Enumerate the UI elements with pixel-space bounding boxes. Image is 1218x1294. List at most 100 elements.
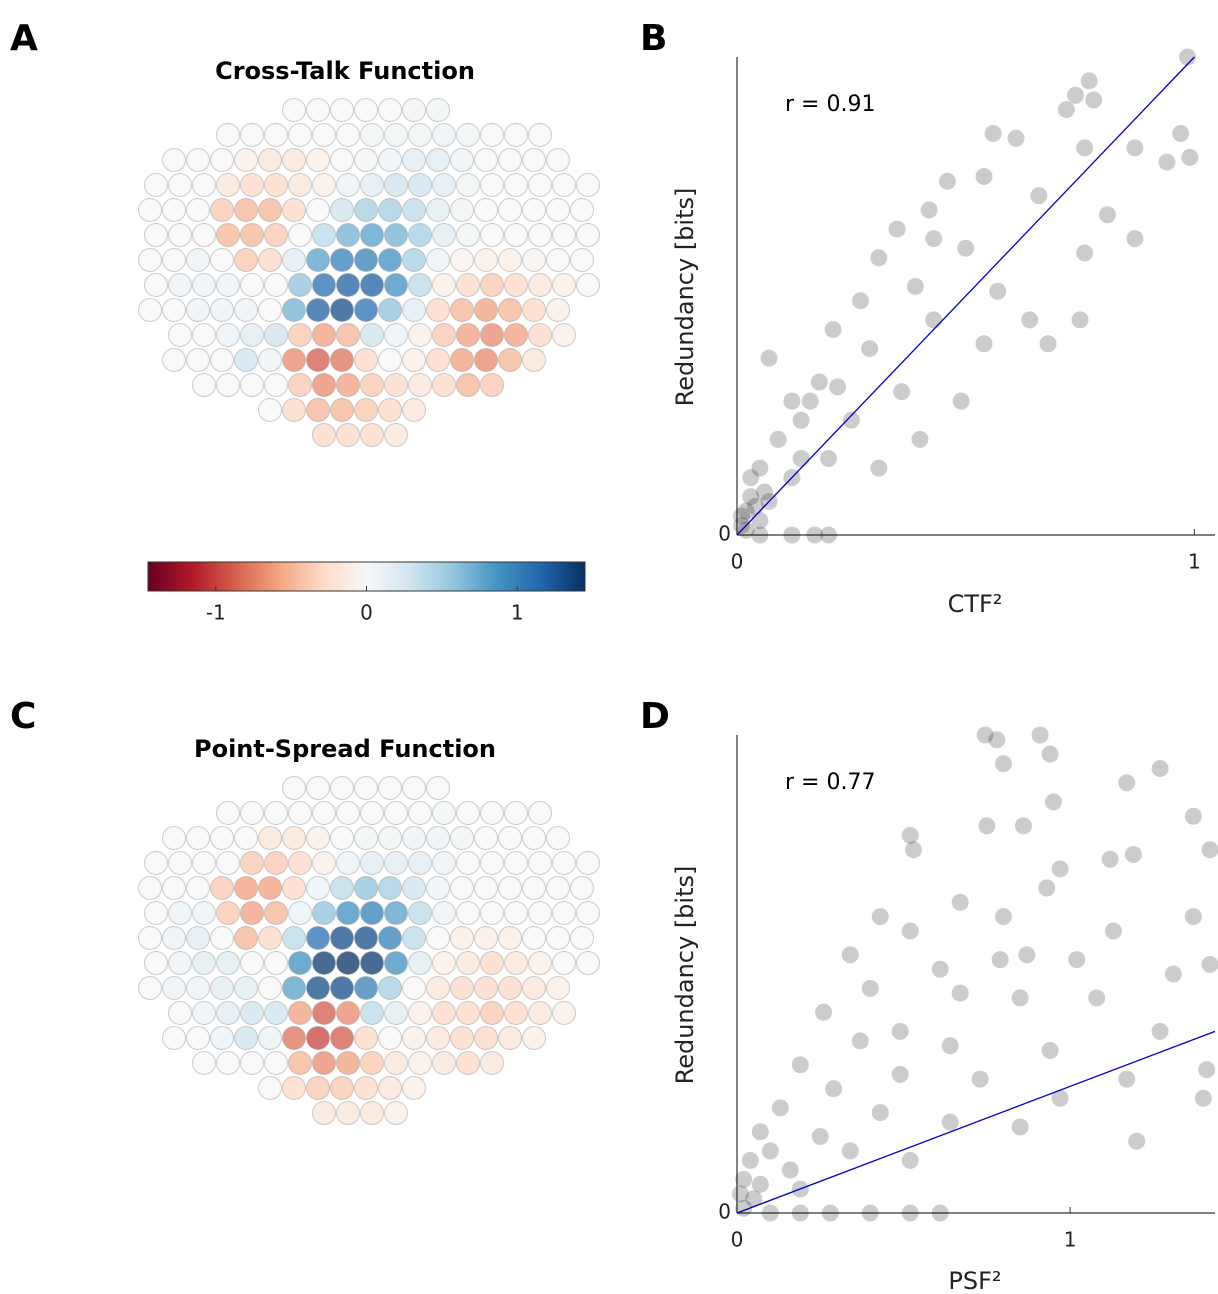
brain-source — [408, 801, 432, 825]
brain-source — [288, 851, 312, 875]
brain-source — [354, 398, 378, 422]
scatter-point — [806, 526, 824, 544]
brain-source — [210, 1026, 234, 1050]
brain-source — [456, 323, 480, 347]
brain-source — [450, 198, 474, 222]
brain-source — [216, 1051, 240, 1075]
brain-source — [288, 123, 312, 147]
brain-source — [306, 398, 330, 422]
brain-source — [186, 198, 210, 222]
brain-source — [528, 1001, 552, 1025]
brain-source — [378, 776, 402, 800]
brain-source — [432, 851, 456, 875]
brain-source — [258, 248, 282, 272]
brain-source — [450, 348, 474, 372]
scatter-point — [1124, 846, 1142, 863]
brain-source — [450, 298, 474, 322]
brain-source — [288, 273, 312, 297]
brain-source — [306, 148, 330, 172]
brain-source — [384, 951, 408, 975]
brain-source — [282, 148, 306, 172]
brain-source — [456, 851, 480, 875]
brain-source — [426, 298, 450, 322]
colorbar-tick-label: -1 — [206, 601, 226, 625]
brain-source — [360, 323, 384, 347]
brain-source — [144, 173, 168, 197]
brain-source — [480, 373, 504, 397]
brain-source — [432, 951, 456, 975]
brain-source — [288, 323, 312, 347]
brain-source — [402, 876, 426, 900]
brain-source — [186, 298, 210, 322]
scatter-point — [791, 1204, 809, 1222]
scatter-point — [751, 1123, 769, 1141]
brain-source — [408, 173, 432, 197]
brain-source — [336, 951, 360, 975]
brain-source — [168, 273, 192, 297]
brain-source — [210, 148, 234, 172]
scatter-point — [1158, 153, 1176, 171]
scatter-point — [901, 922, 919, 940]
brain-source — [546, 298, 570, 322]
brain-source — [384, 851, 408, 875]
brain-source — [474, 148, 498, 172]
brain-source — [402, 348, 426, 372]
brain-source — [498, 198, 522, 222]
brain-source — [378, 1076, 402, 1100]
brain-source — [186, 148, 210, 172]
brain-source — [288, 1001, 312, 1025]
brain-source — [576, 173, 600, 197]
brain-source — [192, 901, 216, 925]
brain-source — [402, 148, 426, 172]
brain-source — [330, 826, 354, 850]
brain-source — [240, 1051, 264, 1075]
brain-source — [330, 98, 354, 122]
brain-source — [384, 901, 408, 925]
scatter-point — [1051, 1089, 1069, 1107]
chart-title: Cross-Talk Function — [215, 57, 475, 85]
brain-source — [240, 223, 264, 247]
brain-source — [282, 926, 306, 950]
brain-source — [354, 98, 378, 122]
scatter-point — [1151, 759, 1169, 777]
brain-source — [360, 1101, 384, 1125]
scatter-point — [761, 1204, 779, 1222]
brain-source — [306, 926, 330, 950]
brain-source — [498, 298, 522, 322]
brain-source — [504, 273, 528, 297]
scatter-point — [810, 373, 828, 391]
brain-source — [312, 801, 336, 825]
brain-source — [234, 826, 258, 850]
brain-source — [456, 273, 480, 297]
brain-source — [378, 98, 402, 122]
brain-source — [210, 926, 234, 950]
brain-source — [480, 123, 504, 147]
brain-source — [528, 323, 552, 347]
brain-source — [210, 826, 234, 850]
brain-source — [432, 1001, 456, 1025]
brain-source — [216, 273, 240, 297]
brain-source — [426, 776, 450, 800]
brain-source — [258, 976, 282, 1000]
scatter-point — [851, 1032, 869, 1050]
brain-source — [138, 248, 162, 272]
brain-source — [456, 223, 480, 247]
scatter-point — [1068, 951, 1086, 969]
brain-source — [264, 223, 288, 247]
brain-source — [162, 826, 186, 850]
scatter-point — [870, 459, 888, 477]
brain-source — [432, 901, 456, 925]
brain-source — [384, 423, 408, 447]
scatter-point — [1007, 129, 1025, 147]
brain-source — [192, 273, 216, 297]
scatter-point — [761, 1142, 779, 1160]
scatter-point — [957, 239, 975, 257]
brain-source — [312, 1101, 336, 1125]
brain-source — [264, 323, 288, 347]
y-axis-label: Redundancy [bits] — [671, 866, 699, 1085]
scatter-point — [1194, 1089, 1212, 1107]
brain-source — [258, 1026, 282, 1050]
brain-source — [360, 423, 384, 447]
brain-source — [162, 976, 186, 1000]
brain-source — [432, 373, 456, 397]
